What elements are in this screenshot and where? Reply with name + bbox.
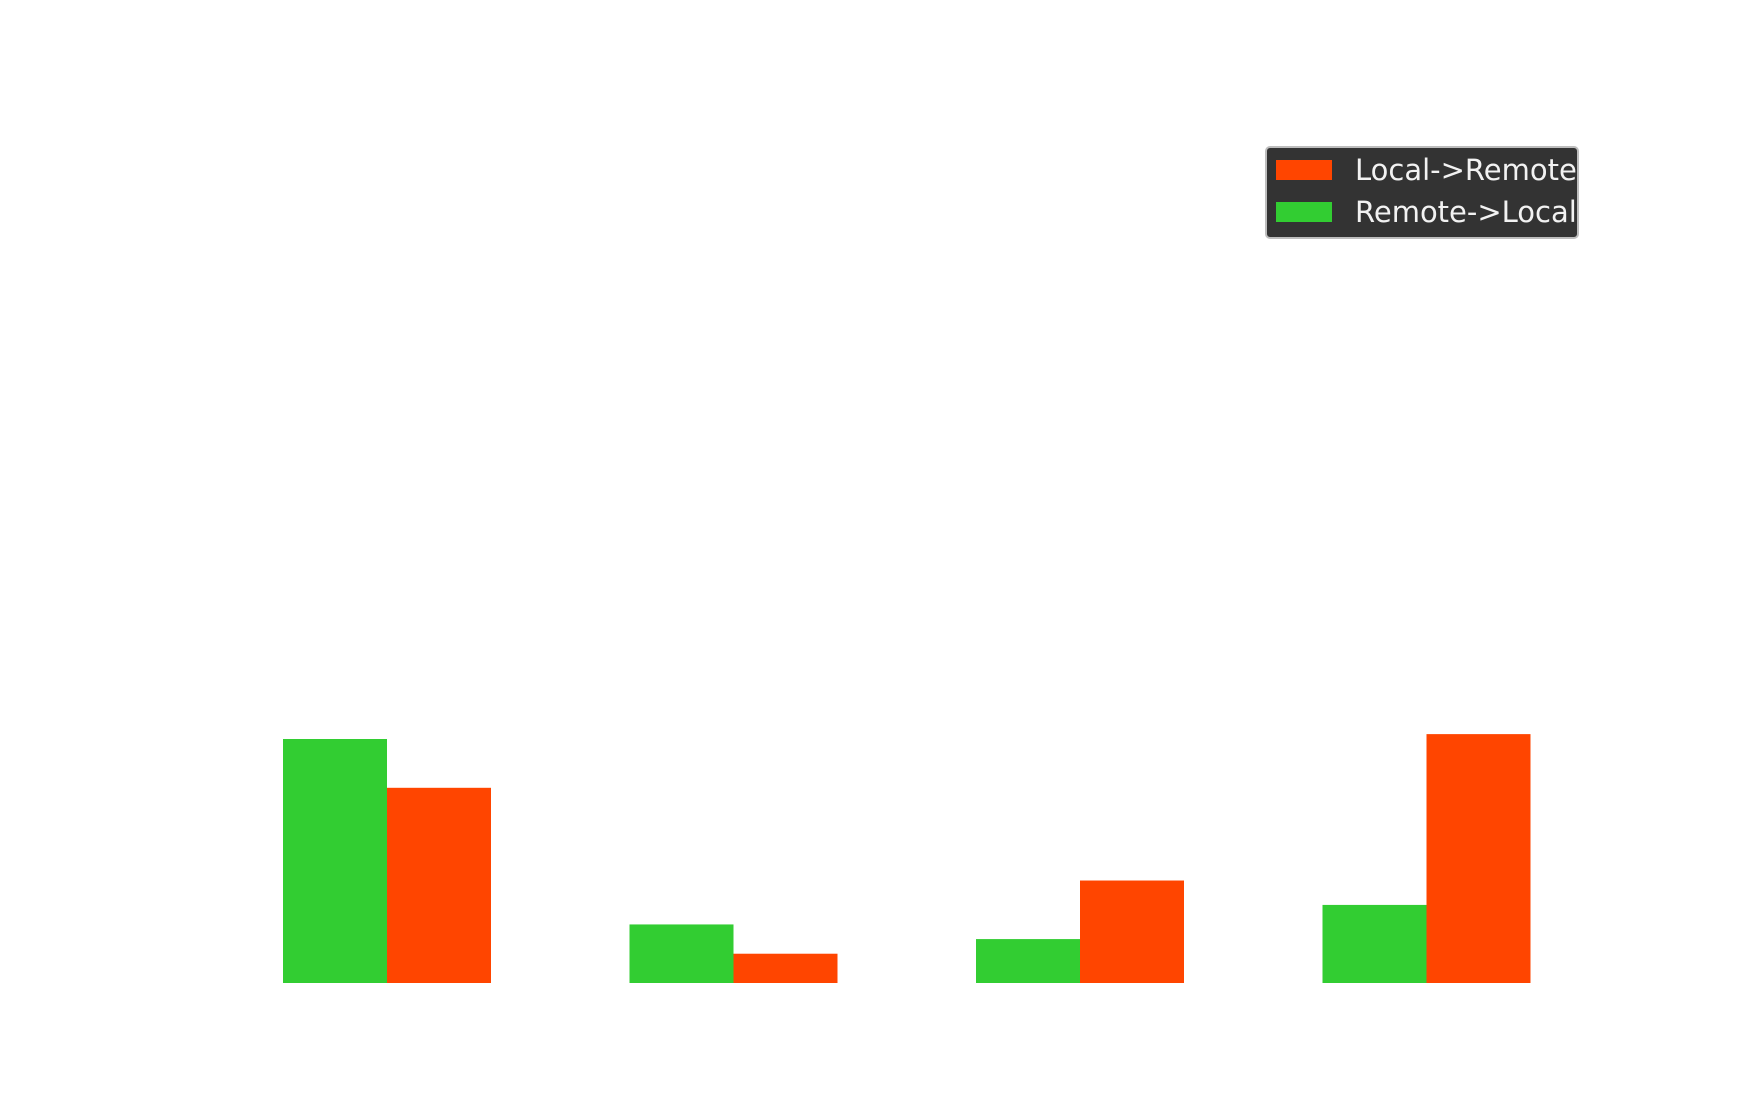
bar-remote-local-1 — [283, 739, 387, 983]
legend-label-local-remote: Local->Remote — [1355, 153, 1577, 187]
legend-swatch-local-remote — [1276, 160, 1332, 180]
legend-label-remote-local: Remote->Local — [1355, 195, 1577, 229]
bar-remote-local-2 — [629, 924, 734, 983]
bars-group — [283, 734, 1531, 983]
legend-swatch-remote-local — [1276, 202, 1332, 222]
bar-local-remote-3 — [1080, 880, 1184, 983]
bar-remote-local-4 — [1322, 904, 1427, 983]
bar-remote-local-3 — [976, 939, 1080, 983]
bar-local-remote-2 — [733, 953, 838, 983]
legend: Local->Remote Remote->Local — [1265, 146, 1579, 239]
legend-box — [1265, 146, 1579, 239]
bar-local-remote-1 — [387, 787, 491, 983]
bar-local-remote-4 — [1426, 734, 1531, 983]
